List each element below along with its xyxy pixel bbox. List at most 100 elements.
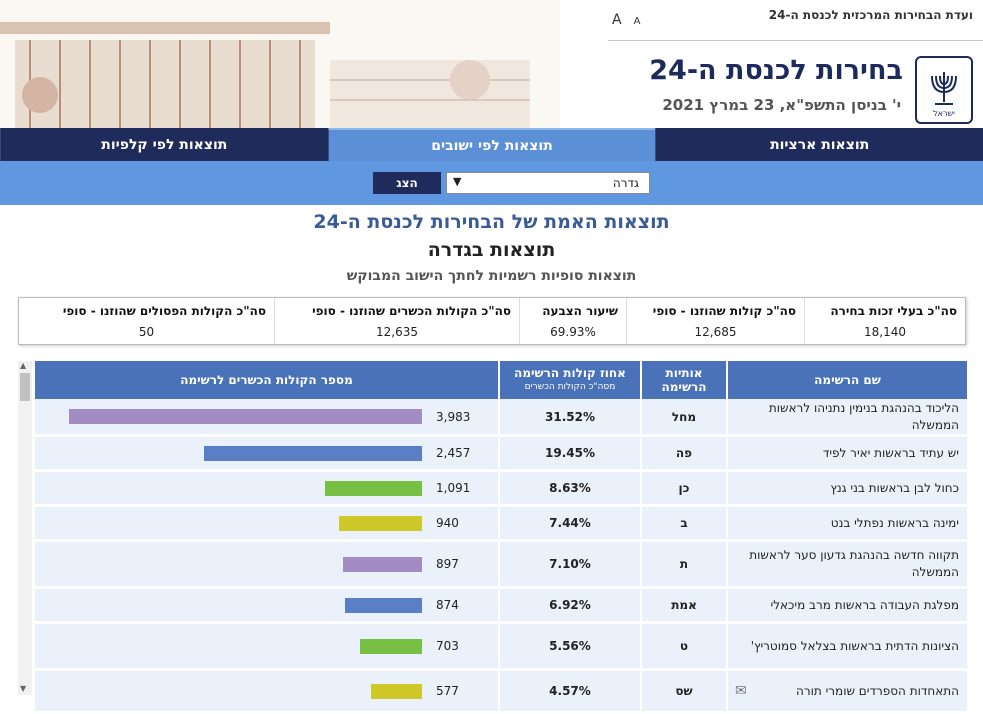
vote-count: 3,983 — [436, 409, 471, 424]
col-header-vote-percent-sub: מסה"כ הקולות הכשרים — [524, 382, 616, 392]
stat-label: שיעור הצבעה — [542, 303, 618, 318]
vote-count: 897 — [436, 557, 459, 571]
results-heading: תוצאות האמת של הבחירות לכנסת ה-24 — [313, 211, 670, 233]
chat-icon[interactable]: ✉ — [735, 683, 747, 699]
vote-bar — [371, 683, 422, 699]
tab-results-by-ballot[interactable]: תוצאות לפי קלפיות — [0, 128, 328, 161]
knesset-sketch-image — [0, 0, 560, 128]
list-name: התאחדות הספרדים שומרי תורה — [728, 671, 967, 711]
table-row: הציונות הדתית בראשות בצלאל סמוטריץ' ט 5.… — [35, 624, 967, 671]
vote-bar — [204, 445, 422, 461]
table-row: כחול לבן בראשות בני גנץ כן 8.63% 1,091 — [35, 472, 967, 507]
col-header-list-letters: אותיות הרשימה — [642, 361, 726, 399]
scroll-up-icon[interactable]: ▲ — [20, 361, 27, 370]
state-emblem-icon: ישראל — [915, 56, 973, 124]
vote-count: 1,091 — [436, 481, 471, 495]
header-divider — [608, 40, 983, 41]
vote-percent: 19.45% — [500, 437, 640, 469]
stat-label: סה"כ הקולות הכשרים שהוזנו - סופי — [312, 303, 511, 318]
vote-percent: 31.52% — [500, 399, 640, 434]
dropdown-arrow-icon: ▼ — [453, 175, 462, 188]
stat-value: 12,635 — [376, 324, 418, 339]
list-letters: פה — [642, 437, 726, 469]
font-increase-button[interactable]: A — [612, 12, 622, 28]
results-table-header: שם הרשימה אותיות הרשימה אחוז קולות הרשימ… — [35, 361, 967, 399]
vote-count: 940 — [436, 516, 459, 530]
emblem-label: ישראל — [933, 109, 955, 118]
vote-percent: 8.63% — [500, 472, 640, 504]
stat-value: 50 — [138, 324, 155, 339]
vote-bar — [69, 409, 422, 424]
page-title: בחירות לכנסת ה-24 — [649, 55, 903, 86]
vote-percent: 4.57% — [500, 671, 640, 711]
table-row: מפלגת העבודה בראשות מרב מיכאלי אמת 6.92%… — [35, 589, 967, 624]
vote-count: 874 — [436, 598, 459, 612]
list-name: תקווה חדשה בהנהגת גדעון סער לראשות הממשל… — [728, 542, 967, 586]
col-header-valid-votes: מספר הקולות הכשרים לרשימה — [35, 361, 498, 399]
stat-value: 18,140 — [864, 324, 906, 339]
scroll-down-icon[interactable]: ▼ — [20, 684, 27, 693]
list-letters: כן — [642, 472, 726, 504]
tab-results-by-locality[interactable]: תוצאות לפי ישובים — [327, 128, 656, 161]
vote-percent: 7.44% — [500, 507, 640, 539]
list-name: יש עתיד בראשות יאיר לפיד — [728, 437, 967, 469]
stat-total-votes: סה"כ קולות שהוזנו - סופי 12,685 — [626, 298, 804, 344]
stat-label: סה"כ הקולות הפסולים שהוזנו - סופי — [62, 303, 266, 318]
locality-selector-bar: גדרה ▼ הצג — [0, 161, 983, 205]
stat-valid-votes: סה"כ הקולות הכשרים שהוזנו - סופי 12,635 — [274, 298, 519, 344]
list-letters: ט — [642, 624, 726, 668]
vote-bar — [339, 515, 422, 531]
col-header-vote-percent: אחוז קולות הרשימה מסה"כ הקולות הכשרים — [500, 361, 640, 399]
locality-heading: תוצאות בגדרה — [427, 239, 556, 261]
list-name: כחול לבן בראשות בני גנץ — [728, 472, 967, 504]
stat-label: סה"כ קולות שהוזנו - סופי — [652, 303, 796, 318]
vote-bar — [360, 638, 422, 654]
stat-value: 12,685 — [694, 324, 737, 339]
col-header-list-name: שם הרשימה — [728, 361, 967, 399]
list-name: הציונות הדתית בראשות בצלאל סמוטריץ' — [728, 624, 967, 668]
vote-percent: 6.92% — [500, 589, 640, 621]
list-name: מפלגת העבודה בראשות מרב מיכאלי — [728, 589, 967, 621]
results-table-body: הליכוד בהנהגת בנימין נתניהו לראשות הממשל… — [35, 399, 967, 714]
vote-count: 577 — [436, 684, 459, 698]
table-row: התאחדות הספרדים שומרי תורה שס 4.57% 577 — [35, 671, 967, 714]
results-subheading: תוצאות סופיות רשמיות לחתך הישוב המבוקש — [346, 268, 637, 284]
list-letters: אמת — [642, 589, 726, 621]
show-button[interactable]: הצג — [373, 172, 441, 194]
list-letters: ת — [642, 542, 726, 586]
vote-bar — [325, 480, 422, 496]
results-tabs: תוצאות ארציות תוצאות לפי ישובים תוצאות ל… — [0, 128, 983, 161]
scrollbar-thumb[interactable] — [20, 373, 30, 401]
vote-bar — [345, 597, 422, 613]
committee-name: ועדת הבחירות המרכזית לכנסת ה-24 — [768, 8, 973, 22]
stat-turnout: שיעור הצבעה 69.93% — [519, 298, 626, 344]
tab-national-results[interactable]: תוצאות ארציות — [655, 128, 983, 161]
list-letters: ב — [642, 507, 726, 539]
stat-invalid-votes: סה"כ הקולות הפסולים שהוזנו - סופי 50 — [19, 298, 274, 344]
font-decrease-button[interactable]: A — [633, 16, 641, 27]
table-row: ימינה בראשות נפתלי בנט ב 7.44% 940 — [35, 507, 967, 542]
table-row: תקווה חדשה בהנהגת גדעון סער לראשות הממשל… — [35, 542, 967, 589]
stat-label: סה"כ בעלי זכות בחירה — [830, 303, 957, 318]
table-row: יש עתיד בראשות יאיר לפיד פה 19.45% 2,457 — [35, 437, 967, 472]
summary-stats: סה"כ בעלי זכות בחירה 18,140 סה"כ קולות ש… — [18, 297, 966, 345]
table-scrollbar[interactable]: ▲ ▼ — [18, 361, 32, 695]
list-letters: מחל — [642, 399, 726, 434]
list-name: הליכוד בהנהגת בנימין נתניהו לראשות הממשל… — [728, 399, 967, 434]
list-letters: שס — [642, 671, 726, 711]
stat-value: 69.93% — [550, 324, 596, 339]
col-header-vote-percent-label: אחוז קולות הרשימה — [514, 366, 626, 380]
vote-percent: 5.56% — [500, 624, 640, 668]
vote-bar — [343, 556, 422, 572]
election-date: י' בניסן התשפ"א, 23 במרץ 2021 — [662, 96, 901, 114]
stat-eligible-voters: סה"כ בעלי זכות בחירה 18,140 — [804, 298, 965, 344]
list-name: ימינה בראשות נפתלי בנט — [728, 507, 967, 539]
locality-select-value: גדרה — [612, 176, 639, 190]
vote-percent: 7.10% — [500, 542, 640, 586]
vote-count: 703 — [436, 639, 459, 653]
locality-select[interactable]: גדרה ▼ — [446, 172, 650, 194]
vote-count: 2,457 — [436, 446, 471, 460]
table-row: הליכוד בהנהגת בנימין נתניהו לראשות הממשל… — [35, 399, 967, 437]
